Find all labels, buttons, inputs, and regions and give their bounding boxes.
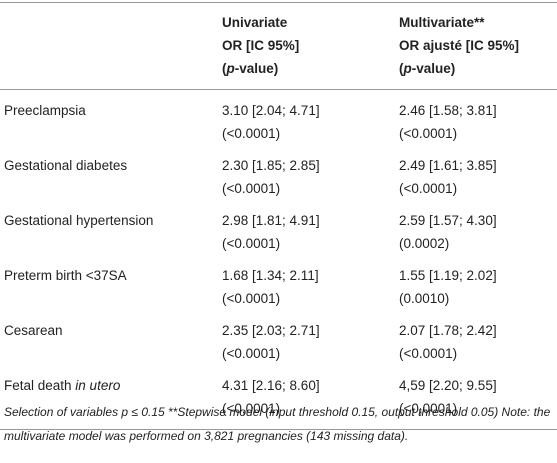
text-segment: -value) — [234, 61, 279, 76]
cell-line: 2.07 [1.78; 2.42] — [399, 323, 497, 338]
text-segment: OR ajusté [IC 95%] — [399, 38, 520, 53]
value-cell: 4,59 [2.20; 9.55] (<0,0001) — [399, 365, 557, 430]
text-segment: Cesarean — [4, 323, 63, 338]
value-cell: 2.35 [2.03; 2.71] (<0.0001) — [222, 310, 399, 365]
text-segment: ( — [399, 61, 404, 76]
cell-line: (0.0010) — [399, 291, 450, 306]
text-segment: p — [403, 61, 412, 76]
cell-line: (<0,0001) — [222, 401, 281, 416]
header-cell: Univariate OR [IC 95%] (p-value) — [222, 3, 399, 90]
text-segment: ( — [222, 61, 227, 76]
cell-line: 2.98 [1.81; 4.91] — [222, 213, 320, 228]
table-row: Fetal death in utero 4.31 [2.16; 8.60] (<0… — [0, 365, 557, 430]
row-label: Preterm birth <37SA — [0, 255, 222, 310]
value-cell: 2.49 [1.61; 3.85] (<0.0001) — [399, 145, 557, 200]
row-label: Gestational hypertension — [0, 200, 222, 255]
value-cell: 1.55 [1.19; 2.02] (0.0010) — [399, 255, 557, 310]
table-row: Gestational hypertension 2.98 [1.81; 4.91… — [0, 200, 557, 255]
cell-line: 2.59 [1.57; 4.30] — [399, 213, 497, 228]
table-row: Gestational diabetes 2.30 [1.85; 2.85] (<0… — [0, 145, 557, 200]
text-segment: in utero — [75, 378, 121, 393]
header-line: Multivariate** — [399, 11, 557, 34]
row-label: Preeclampsia — [0, 90, 222, 146]
header-line: (p-value) — [399, 57, 557, 80]
text-segment: Preeclampsia — [4, 103, 86, 118]
text-segment: Univariate — [222, 15, 288, 30]
table-row: Preeclampsia 3.10 [2.04; 4.71] (<0.0001) 2.… — [0, 90, 557, 146]
results-table: Univariate OR [IC 95%] (p-value) Multivaria… — [0, 2, 557, 430]
row-label: Cesarean — [0, 310, 222, 365]
cell-line: (<0.0001) — [399, 126, 458, 141]
text-segment: OR [IC 95%] — [222, 38, 300, 53]
cell-line: (0.0002) — [399, 236, 450, 251]
text-segment: -value) — [411, 61, 456, 76]
text-segment: Gestational diabetes — [4, 158, 128, 173]
header-line: OR ajusté [IC 95%] — [399, 34, 557, 57]
value-cell: 4.31 [2.16; 8.60] (<0,0001) — [222, 365, 399, 430]
cell-line: 2.35 [2.03; 2.71] — [222, 323, 320, 338]
header-cell — [0, 3, 222, 90]
header-line: Univariate — [222, 11, 399, 34]
cell-line: 4.31 [2.16; 8.60] — [222, 378, 320, 393]
cell-line: (<0.0001) — [222, 236, 281, 251]
cell-line: 1.68 [1.34; 2.11] — [222, 268, 319, 283]
cell-line: 1.55 [1.19; 2.02] — [399, 268, 497, 283]
cell-line: (<0,0001) — [399, 401, 458, 416]
footnote: Selection of variables p ≤ 0.15 **Stepwi… — [4, 405, 551, 443]
table-row: Cesarean 2.35 [2.03; 2.71] (<0.0001) 2.07 [… — [0, 310, 557, 365]
header-line: (p-value) — [222, 57, 399, 80]
row-label: Fetal death in utero — [0, 365, 222, 430]
value-cell: 3.10 [2.04; 4.71] (<0.0001) — [222, 90, 399, 146]
table-row: Preterm birth <37SA 1.68 [1.34; 2.11] (<0.… — [0, 255, 557, 310]
cell-line: 4,59 [2.20; 9.55] — [399, 378, 497, 393]
cell-line: (<0.0001) — [399, 346, 458, 361]
value-cell: 2.07 [1.78; 2.42] (<0.0001) — [399, 310, 557, 365]
text-segment: Fetal death — [4, 378, 76, 393]
text-segment: Gestational hypertension — [4, 213, 154, 228]
value-cell: 2.98 [1.81; 4.91] (<0.0001) — [222, 200, 399, 255]
cell-line: (<0.0001) — [222, 346, 281, 361]
header-line: OR [IC 95%] — [222, 34, 399, 57]
cell-line: 2.30 [1.85; 2.85] — [222, 158, 320, 173]
cell-line: (<0.0001) — [222, 181, 281, 196]
header-row: Univariate OR [IC 95%] (p-value) Multivaria… — [0, 2, 557, 90]
value-cell: 2.59 [1.57; 4.30] (0.0002) — [399, 200, 557, 255]
row-label: Gestational diabetes — [0, 145, 222, 200]
value-cell: 2.30 [1.85; 2.85] (<0.0001) — [222, 145, 399, 200]
cell-line: 2.46 [1.58; 3.81] — [399, 103, 497, 118]
value-cell: 1.68 [1.34; 2.11] (<0.0001) — [222, 255, 399, 310]
cell-line: 3.10 [2.04; 4.71] — [222, 103, 320, 118]
cell-line: (<0.0001) — [222, 126, 281, 141]
header-cell: Multivariate** OR ajusté [IC 95%] (p-value… — [399, 3, 557, 90]
text-segment: p — [226, 61, 235, 76]
value-cell: 2.46 [1.58; 3.81] (<0.0001) — [399, 90, 557, 146]
cell-line: (<0.0001) — [399, 181, 458, 196]
cell-line: 2.49 [1.61; 3.85] — [399, 158, 497, 173]
cell-line: (<0.0001) — [222, 291, 281, 306]
text-segment: Multivariate** — [399, 15, 485, 30]
text-segment: Preterm birth <37SA — [4, 268, 127, 283]
